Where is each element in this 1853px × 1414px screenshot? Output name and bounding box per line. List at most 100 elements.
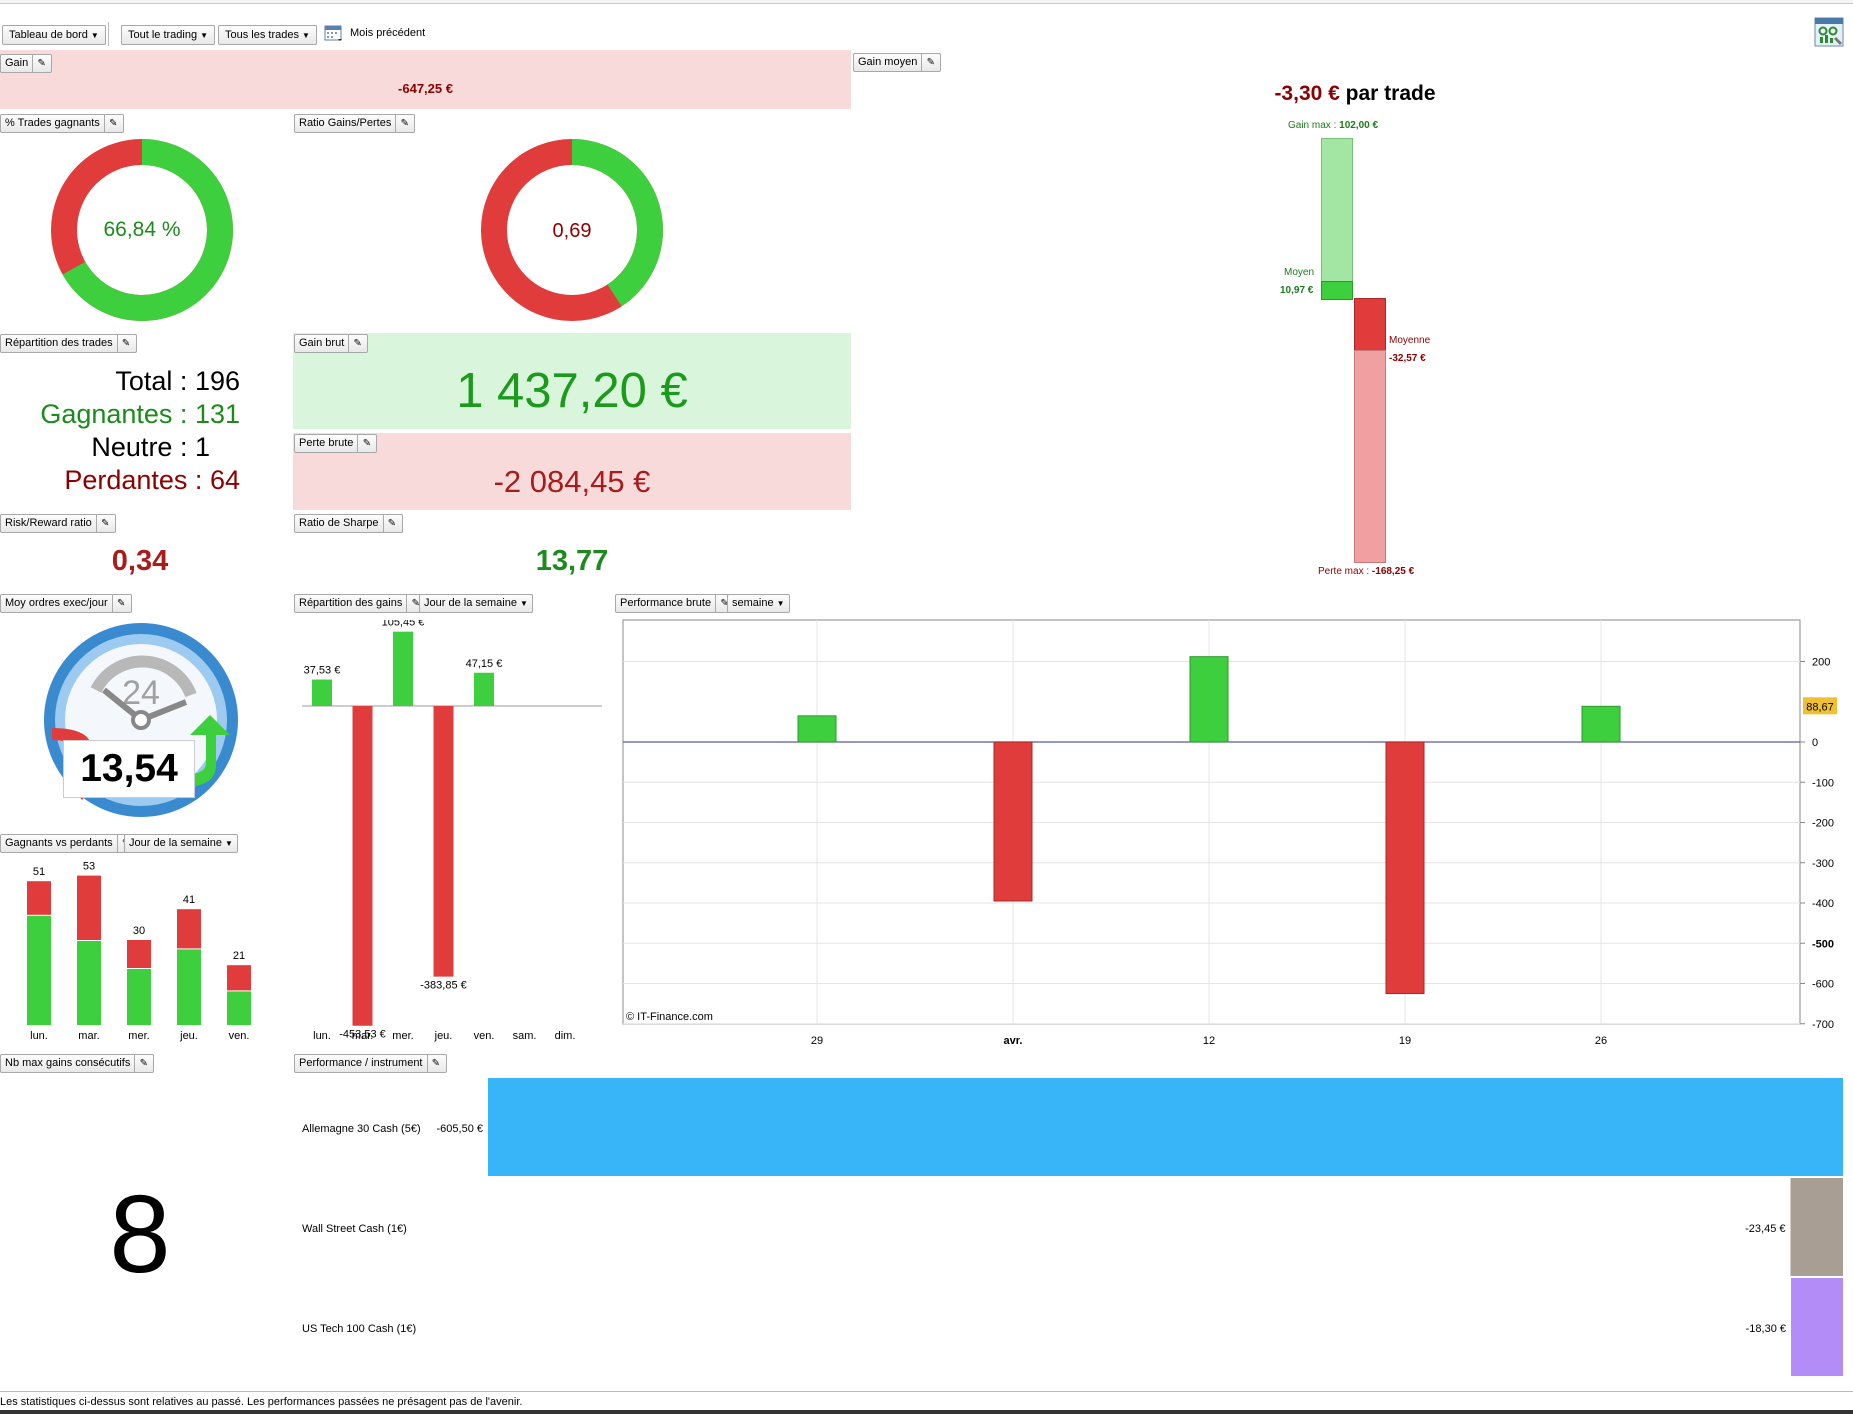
sharpe-widget-header[interactable]: Ratio de Sharpe ✎ xyxy=(294,514,403,533)
y-tick-label: 0 xyxy=(1812,737,1818,749)
donut-win-arc xyxy=(51,139,233,321)
disclaimer-text: Les statistiques ci-dessus sont relative… xyxy=(0,1396,523,1408)
toolbar: Tableau de bord ▼ Tout le trading ▼ Tous l… xyxy=(0,6,1853,48)
wrench-icon[interactable]: ✎ xyxy=(134,1055,149,1072)
perte-brute-title: Perte brute xyxy=(299,437,354,449)
perdantes-row: Perdantes : 64 xyxy=(0,464,240,497)
trades-dropdown[interactable]: Tous les trades ▼ xyxy=(218,25,317,45)
wrench-icon[interactable]: ✎ xyxy=(32,55,47,72)
perdantes-value: 64 xyxy=(209,465,240,495)
chevron-down-icon: ▼ xyxy=(225,839,233,848)
winning-bar xyxy=(77,941,101,1025)
gain-bar xyxy=(312,679,332,706)
moyenne-label: Moyenne xyxy=(1389,335,1431,346)
wrench-icon[interactable]: ✎ xyxy=(357,435,372,452)
gagnants-perdants-period-dropdown[interactable]: Jour de la semaine ▼ xyxy=(124,834,238,853)
wrench-icon[interactable]: ✎ xyxy=(406,595,421,612)
perf-bar xyxy=(797,715,837,743)
wrench-icon[interactable]: ✎ xyxy=(103,115,119,132)
repartition-gains-title: Répartition des gains xyxy=(299,597,403,609)
instrument-value-label: -23,45 € xyxy=(1745,1223,1785,1235)
neutre-row: Neutre : 1 xyxy=(0,431,240,464)
y-tick-label: -300 xyxy=(1812,858,1834,870)
wrench-icon[interactable]: ✎ xyxy=(382,515,398,532)
moy-ordres-title: Moy ordres exec/jour xyxy=(5,597,108,609)
trading-dropdown[interactable]: Tout le trading ▼ xyxy=(121,25,216,45)
x-tick-label: mar. xyxy=(78,1030,99,1042)
chevron-down-icon: ▼ xyxy=(301,31,310,40)
repartition-gains-widget-header[interactable]: Répartition des gains ✎ xyxy=(294,594,427,613)
clock-label: 24 xyxy=(122,674,160,712)
instrument-bar xyxy=(1791,1278,1843,1376)
perf-instrument-widget-header[interactable]: Performance / instrument ✎ xyxy=(294,1054,447,1073)
perf-brute-chart: 200 0 -100 -200 -300 -400 -500 -600 -700 29 avr. 12… xyxy=(622,619,1837,1047)
instrument-bar xyxy=(1790,1178,1843,1276)
perf-brute-period-dropdown[interactable]: semaine ▼ xyxy=(727,594,790,613)
nb-max-gains-widget-header[interactable]: Nb max gains consécutifs ✎ xyxy=(0,1054,155,1073)
pct-gagnants-donut xyxy=(51,139,233,321)
nb-max-gains-value: 8 xyxy=(109,1173,171,1296)
perf-brute-dropdown-label: semaine xyxy=(732,597,774,609)
gain-moyen-suffix: par trade xyxy=(1345,82,1436,105)
gain-bar xyxy=(474,672,494,706)
y-tick-label: -400 xyxy=(1812,898,1834,910)
wrench-icon[interactable]: ✎ xyxy=(395,115,410,132)
x-tick-label: jeu. xyxy=(434,1030,453,1042)
trading-dropdown-label: Tout le trading xyxy=(128,29,198,41)
x-tick-label: 12 xyxy=(1203,1035,1215,1047)
dashboard-settings-icon[interactable] xyxy=(1814,17,1844,47)
ratio-gp-widget-header[interactable]: Ratio Gains/Pertes ✎ xyxy=(294,114,416,133)
losing-bar xyxy=(77,875,101,940)
total-label: 51 xyxy=(33,866,45,878)
wrench-icon[interactable]: ✎ xyxy=(715,595,730,612)
current-value-badge xyxy=(1803,697,1837,715)
repartition-trades-list: Total : 196 Gagnantes : 131 Neutre : 1 P… xyxy=(0,365,240,497)
gain-title: Gain xyxy=(5,57,29,69)
perte-brute-widget-header[interactable]: Perte brute ✎ xyxy=(294,434,378,453)
moy-ordres-widget-header[interactable]: Moy ordres exec/jour ✎ xyxy=(0,594,132,613)
losing-bar xyxy=(177,909,201,949)
ratio-gp-title: Ratio Gains/Pertes xyxy=(299,117,392,129)
pct-gagnants-widget-header[interactable]: % Trades gagnants ✎ xyxy=(0,114,124,133)
perf-brute-widget-header[interactable]: Performance brute ✎ xyxy=(615,594,736,613)
wrench-icon[interactable]: ✎ xyxy=(921,54,936,71)
instrument-bar xyxy=(488,1078,1843,1176)
gain-widget-header[interactable]: Gain ✎ xyxy=(0,54,53,73)
repartition-trades-widget-header[interactable]: Répartition des trades ✎ xyxy=(0,334,137,353)
risk-reward-widget-header[interactable]: Risk/Reward ratio ✎ xyxy=(0,514,116,533)
wrench-icon[interactable]: ✎ xyxy=(95,515,111,532)
perte-max-bar xyxy=(1354,350,1386,563)
risk-reward-title: Risk/Reward ratio xyxy=(5,517,92,529)
calendar-icon[interactable] xyxy=(324,23,344,43)
period-label[interactable]: Mois précédent xyxy=(350,27,426,39)
gain-bar xyxy=(433,706,454,977)
gain-brut-widget-header[interactable]: Gain brut ✎ xyxy=(294,334,369,353)
perte-brute-panel xyxy=(293,433,851,510)
pct-gagnants-title: % Trades gagnants xyxy=(5,117,100,129)
moyenne-value: -32,57 € xyxy=(1389,353,1426,364)
bar-value-label: -453,53 € xyxy=(339,1029,385,1041)
wrench-icon[interactable]: ✎ xyxy=(116,335,132,352)
wrench-icon[interactable]: ✎ xyxy=(111,595,127,612)
chevron-down-icon: ▼ xyxy=(520,599,528,608)
y-tick-label: -700 xyxy=(1812,1019,1834,1031)
perdantes-label: Perdantes : xyxy=(64,465,203,495)
gagnants-perdants-widget-header[interactable]: Gagnants vs perdants✎ xyxy=(0,834,137,853)
instrument-label: US Tech 100 Cash (1€) xyxy=(302,1323,416,1335)
total-label: 41 xyxy=(183,894,195,906)
moy-ordres-value: 13,54 xyxy=(63,740,195,798)
dashboard-dropdown[interactable]: Tableau de bord ▼ xyxy=(2,25,106,45)
total-label: 53 xyxy=(83,861,95,873)
bar-value-label: 37,53 € xyxy=(304,665,341,677)
wrench-icon[interactable]: ✎ xyxy=(348,335,363,352)
repartition-gains-period-dropdown[interactable]: Jour de la semaine ▼ xyxy=(419,594,533,613)
wrench-icon[interactable]: ✎ xyxy=(426,1055,442,1072)
gain-moyen-widget-header[interactable]: Gain moyen ✎ xyxy=(853,53,942,72)
y-tick-label: 200 xyxy=(1812,657,1830,669)
perf-bar xyxy=(1189,656,1229,743)
gain-brut-panel xyxy=(293,333,851,429)
ratio-gp-donut xyxy=(481,139,663,321)
losing-bar xyxy=(127,940,151,968)
perf-bar xyxy=(1581,705,1621,743)
neutre-value: 1 xyxy=(194,432,210,462)
